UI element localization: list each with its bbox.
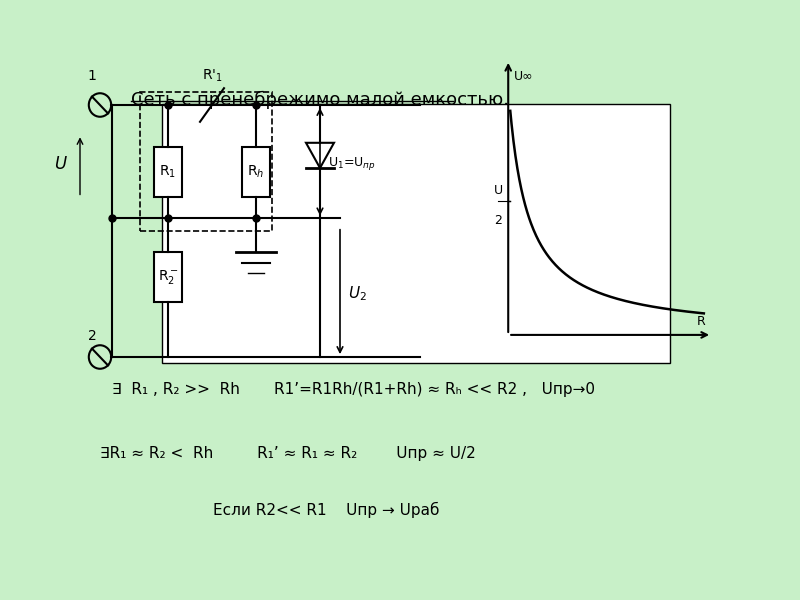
Text: U: U xyxy=(494,184,502,197)
Bar xyxy=(154,252,182,302)
Text: R$_h$: R$_h$ xyxy=(247,164,265,181)
Text: R$_2^-$: R$_2^-$ xyxy=(158,268,178,286)
Text: U: U xyxy=(54,155,66,173)
Text: Если R2<< R1    Uпр → Uраб: Если R2<< R1 Uпр → Uраб xyxy=(174,502,440,518)
Bar xyxy=(242,147,270,197)
Text: ∃  R₁ , R₂ >>  Rh       R1’=R1Rh/(R1+Rh) ≈ Rₕ << R2 ,   Uпр→0: ∃ R₁ , R₂ >> Rh R1’=R1Rh/(R1+Rh) ≈ Rₕ <<… xyxy=(112,382,595,397)
FancyBboxPatch shape xyxy=(162,104,670,363)
Text: 2: 2 xyxy=(88,329,96,343)
Text: R$_1$: R$_1$ xyxy=(159,164,177,181)
Bar xyxy=(154,147,182,197)
Text: U$_2$: U$_2$ xyxy=(348,284,367,304)
Text: U$_1$=U$_{пр}$: U$_1$=U$_{пр}$ xyxy=(328,155,376,172)
Text: 2: 2 xyxy=(494,214,502,227)
Text: Сеть с пренебрежимо малой емкостью.: Сеть с пренебрежимо малой емкостью. xyxy=(131,91,509,109)
Text: U∞: U∞ xyxy=(514,70,534,83)
Text: 1: 1 xyxy=(87,69,97,83)
Text: R'$_1$: R'$_1$ xyxy=(202,68,222,84)
Text: ∃R₁ ≈ R₂ <  Rh         R₁’ ≈ R₁ ≈ R₂        Uпр ≈ U/2: ∃R₁ ≈ R₂ < Rh R₁’ ≈ R₁ ≈ R₂ Uпр ≈ U/2 xyxy=(100,446,476,461)
Text: R: R xyxy=(697,315,706,328)
